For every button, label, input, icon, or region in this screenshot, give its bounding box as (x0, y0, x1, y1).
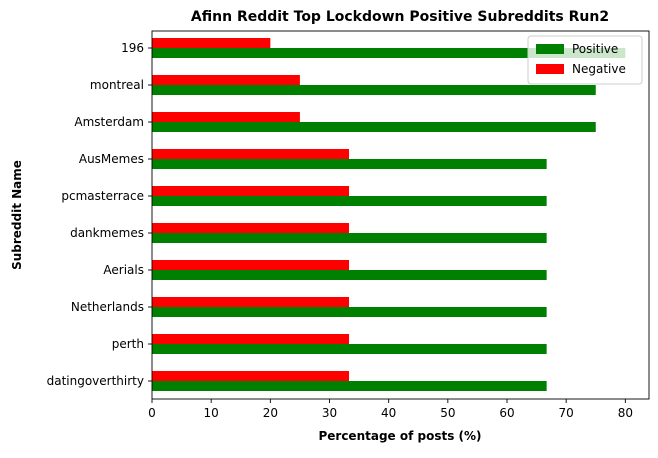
x-tick-label: 0 (148, 406, 156, 420)
x-tick-label: 50 (440, 406, 455, 420)
bar-positive (152, 307, 547, 317)
bar-negative (152, 112, 300, 122)
y-tick-label: 196 (121, 41, 144, 55)
x-tick-label: 70 (559, 406, 574, 420)
bar-positive (152, 159, 547, 169)
y-tick-label: Aerials (103, 263, 144, 277)
x-tick-label: 10 (204, 406, 219, 420)
legend-label-positive: Positive (572, 42, 618, 56)
bar-positive (152, 85, 596, 95)
bar-positive (152, 344, 547, 354)
x-tick-label: 60 (499, 406, 514, 420)
bar-negative (152, 371, 350, 381)
bar-positive (152, 381, 547, 391)
y-axis-ticks: 196 montreal Amsterdam AusMemes pcmasterrace… (47, 41, 152, 388)
legend-swatch-positive (536, 44, 564, 54)
y-tick-label: dankmemes (70, 226, 144, 240)
y-tick-label: Netherlands (71, 300, 144, 314)
x-axis-ticks: 0 10 20 30 40 50 60 70 80 (148, 399, 633, 420)
legend-swatch-negative (536, 64, 564, 74)
bar-negative (152, 149, 350, 159)
bar-positive (152, 270, 547, 280)
legend-label-negative: Negative (572, 62, 626, 76)
bar-negative (152, 75, 300, 85)
x-axis-label: Percentage of posts (%) (318, 429, 481, 443)
bar-positive (152, 122, 596, 132)
plot-frame (151, 30, 650, 400)
bars (152, 38, 626, 391)
bar-negative (152, 297, 350, 307)
legend: Positive Negative (527, 35, 643, 85)
bar-negative (152, 334, 350, 344)
y-tick-label: pcmasterrace (61, 189, 144, 203)
y-tick-label: montreal (90, 78, 144, 92)
bar-negative (152, 186, 350, 196)
bar-negative (152, 38, 271, 48)
bar-positive (152, 196, 547, 206)
x-tick-label: 40 (381, 406, 396, 420)
y-tick-label: AusMemes (79, 152, 144, 166)
chart-title: Afinn Reddit Top Lockdown Positive Subre… (191, 9, 609, 25)
x-tick-label: 80 (618, 406, 633, 420)
bar-positive (152, 233, 547, 243)
x-tick-label: 20 (263, 406, 278, 420)
y-tick-label: perth (112, 337, 144, 351)
bar-negative (152, 223, 350, 233)
y-tick-label: Amsterdam (74, 115, 144, 129)
bar-negative (152, 260, 350, 270)
x-tick-label: 30 (322, 406, 337, 420)
y-tick-label: datingoverthirty (47, 374, 144, 388)
y-axis-label: Subreddit Name (10, 160, 24, 270)
bar-positive (152, 48, 626, 58)
